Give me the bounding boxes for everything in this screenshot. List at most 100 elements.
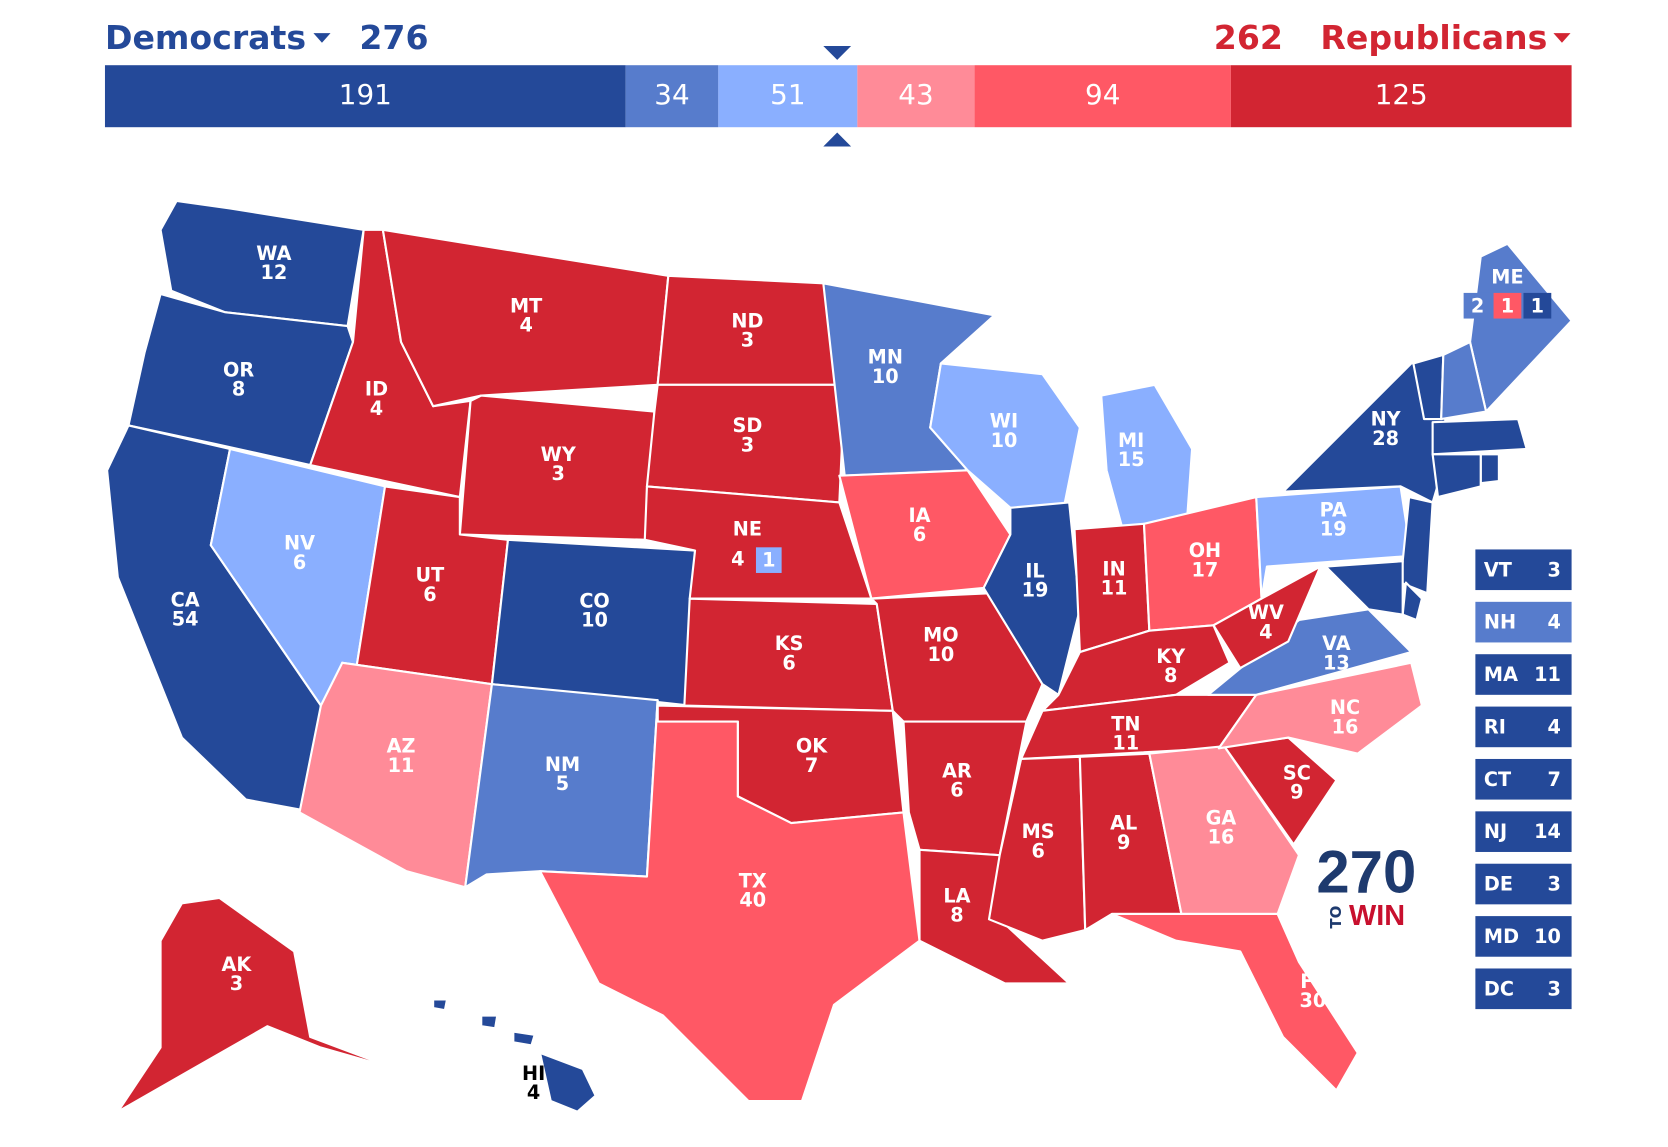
- state-label: WA: [256, 242, 291, 265]
- state-votes: 11: [388, 754, 415, 777]
- bar-segment-label: 34: [654, 78, 689, 111]
- state-label: IN: [1102, 557, 1125, 580]
- state-label: GA: [1206, 806, 1237, 829]
- bar-segment: [104, 65, 626, 128]
- bar-segment: [625, 65, 719, 128]
- state-shape: [1431, 453, 1482, 499]
- split-box: [1463, 292, 1492, 319]
- state-label: NM: [545, 753, 580, 776]
- split-label: 1: [1501, 294, 1514, 317]
- state-votes: 10: [872, 365, 899, 388]
- split-box: [1523, 292, 1552, 319]
- state-votes: 16: [1332, 715, 1359, 738]
- logo-number: 270: [1316, 838, 1416, 905]
- state-label: AR: [942, 759, 972, 782]
- bar-segment: [718, 65, 858, 128]
- split-label: 1: [762, 549, 775, 572]
- state-votes: 6: [950, 779, 963, 802]
- state-shape: [458, 394, 656, 541]
- small-state-boxes: VT 3 NH 4 MA 11 RI 4 CT 7 NJ 14 DE 3 MD 10 DC 3: [1475, 549, 1572, 1010]
- states: WA12OR8CA54NV6ID4MT4WY3UT6AZ11CO10NM5ND3…: [106, 199, 1573, 1113]
- state-label: IA: [908, 504, 930, 527]
- state-votes: 8: [1164, 664, 1177, 687]
- small-state-abbr: DE: [1484, 873, 1513, 896]
- state-votes: 30: [1300, 989, 1327, 1012]
- logo: 270 TO WIN: [1316, 838, 1416, 931]
- small-state-box: [1475, 601, 1572, 643]
- small-state-abbr: CT: [1484, 768, 1512, 791]
- small-state-votes: 4: [1548, 611, 1561, 634]
- state-votes: 54: [172, 607, 199, 630]
- small-state-abbr: NJ: [1484, 820, 1507, 843]
- dropdown-arrow[interactable]: [313, 33, 331, 43]
- state-votes: 4: [527, 1081, 540, 1104]
- state-shape: [1479, 453, 1500, 485]
- split-label: 1: [1531, 294, 1544, 317]
- split-box: [755, 547, 782, 573]
- small-state-votes: 3: [1548, 873, 1561, 896]
- state-label: NC: [1330, 696, 1360, 719]
- democrats-label[interactable]: Democrats: [105, 18, 306, 57]
- state-votes: 4: [1259, 620, 1272, 643]
- state-votes: 6: [1031, 839, 1044, 862]
- small-state-abbr: DC: [1484, 977, 1514, 1000]
- state-label: FL: [1300, 970, 1325, 993]
- state-votes: 6: [423, 583, 436, 606]
- state-votes: 3: [552, 462, 565, 485]
- small-state-box: [1475, 968, 1572, 1010]
- state-shape: [116, 896, 397, 1113]
- small-state-abbr: MD: [1484, 925, 1519, 948]
- state-votes: 19: [1320, 518, 1347, 541]
- republicans-label[interactable]: Republicans: [1320, 18, 1547, 57]
- state-shape: [432, 998, 449, 1012]
- state-votes: 15: [1118, 448, 1145, 471]
- state-votes: 6: [782, 651, 795, 674]
- state-shape: [1148, 745, 1301, 916]
- split-box: [1493, 292, 1522, 319]
- state-label: MI: [1118, 429, 1144, 452]
- state-shape: [538, 699, 921, 1103]
- state-label: OK: [796, 735, 828, 758]
- state-votes: 4: [731, 548, 744, 571]
- small-state-votes: 11: [1534, 663, 1561, 686]
- state-label: ID: [365, 378, 388, 401]
- state-votes: 13: [1323, 651, 1350, 674]
- small-state-abbr: MA: [1484, 663, 1518, 686]
- state-votes: 11: [1101, 576, 1128, 599]
- small-state-box: [1475, 811, 1572, 852]
- republicans-total: 262: [1214, 18, 1283, 57]
- state-label: NV: [284, 532, 315, 555]
- state-votes: 28: [1372, 427, 1399, 450]
- dropdown-arrow[interactable]: [1553, 33, 1571, 43]
- small-state-votes: 3: [1548, 558, 1561, 581]
- state-votes: 17: [1192, 558, 1219, 581]
- state-label: MS: [1022, 820, 1055, 843]
- state-label: CA: [171, 588, 200, 611]
- state-label: KY: [1156, 645, 1186, 668]
- small-state-box: [1475, 863, 1572, 905]
- small-state-abbr: RI: [1484, 715, 1506, 738]
- small-state-votes: 10: [1534, 925, 1561, 948]
- state-shape: [1399, 495, 1434, 595]
- state-votes: 10: [928, 643, 955, 666]
- democrats-total: 276: [359, 18, 428, 57]
- state-votes: 8: [232, 378, 245, 401]
- state-votes: 9: [1117, 831, 1130, 854]
- state-label: WV: [1248, 601, 1284, 624]
- state-votes: 11: [1112, 731, 1139, 754]
- state-label: IL: [1025, 559, 1044, 582]
- state-votes: 6: [913, 523, 926, 546]
- state-label: WY: [541, 443, 577, 466]
- state-votes: 5: [556, 772, 569, 795]
- small-state-votes: 3: [1548, 977, 1561, 1000]
- state-label: ND: [731, 309, 763, 332]
- state-label: KS: [775, 632, 804, 655]
- state-shape: [1100, 383, 1194, 531]
- state-label: AL: [1110, 812, 1137, 835]
- state-label: MO: [923, 624, 958, 647]
- logo-small: TO: [1327, 906, 1345, 929]
- state-label: WI: [990, 410, 1018, 433]
- state-label: ME: [1491, 265, 1523, 288]
- state-label: OH: [1189, 539, 1221, 562]
